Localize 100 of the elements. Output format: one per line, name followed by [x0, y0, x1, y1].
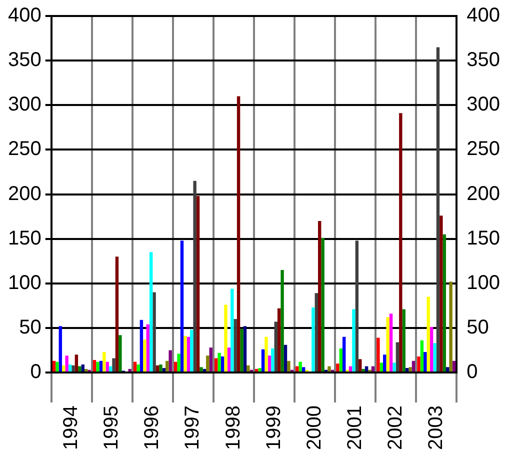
bar	[426, 296, 430, 372]
bar	[321, 238, 324, 372]
bar	[399, 113, 402, 372]
bar	[342, 336, 346, 372]
bar	[206, 356, 210, 372]
bar	[277, 308, 281, 372]
y-tick-label: 100	[8, 272, 42, 294]
bar	[312, 307, 315, 372]
bar	[62, 365, 66, 372]
y-tick-label: 0	[30, 361, 42, 384]
bar	[168, 350, 172, 372]
bar	[196, 196, 200, 372]
bar	[420, 340, 424, 372]
x-tick-label: 2000	[303, 406, 326, 450]
bar	[52, 360, 56, 372]
bar	[202, 368, 206, 372]
bar	[56, 362, 59, 372]
bar	[430, 327, 434, 372]
bar	[389, 314, 393, 372]
bar	[352, 309, 356, 372]
bar	[302, 367, 306, 372]
bar	[180, 240, 184, 372]
x-tick-label: 2002	[384, 406, 406, 450]
bar	[436, 47, 440, 372]
bar	[112, 358, 116, 372]
x-tick-label: 1994	[60, 406, 82, 450]
bar	[412, 360, 416, 372]
bar	[371, 366, 375, 372]
x-tick-label: 1996	[141, 406, 164, 450]
y-tick-label: 300	[8, 94, 42, 116]
bar	[156, 365, 160, 372]
bar	[118, 335, 122, 372]
bar	[166, 360, 169, 372]
y-tick-label: 150	[8, 227, 42, 250]
bar	[318, 220, 322, 372]
bar	[152, 292, 156, 372]
bar	[177, 354, 180, 372]
bar	[78, 366, 82, 372]
bar	[405, 368, 409, 372]
bar	[339, 348, 342, 372]
bar	[99, 360, 103, 372]
bar	[234, 319, 237, 372]
bar	[128, 368, 132, 372]
bar	[106, 362, 109, 372]
bar	[271, 348, 274, 372]
bar	[108, 366, 112, 372]
bar	[230, 288, 234, 372]
bar	[68, 364, 72, 372]
y-tick-label: 200	[8, 182, 42, 205]
x-tick-label: 1995	[100, 406, 123, 450]
y2-tick-label: 300	[466, 94, 500, 116]
bar	[146, 324, 150, 372]
y-tick-label: 50	[19, 316, 42, 338]
bar	[184, 336, 187, 372]
bar	[417, 356, 420, 372]
bar	[214, 358, 218, 372]
bar	[402, 309, 406, 372]
y2-tick-label: 150	[466, 227, 500, 250]
bar	[280, 270, 284, 372]
bar	[115, 256, 119, 372]
bar	[190, 330, 194, 372]
bar	[358, 359, 362, 372]
bar	[392, 362, 396, 372]
bar	[424, 352, 427, 372]
bar	[162, 368, 166, 372]
bar	[355, 240, 359, 372]
bar	[268, 356, 272, 372]
y2-tick-label: 400	[466, 4, 500, 27]
bar	[72, 365, 75, 372]
bar	[284, 344, 288, 372]
bar	[243, 326, 247, 372]
bar	[236, 96, 240, 372]
bar	[159, 364, 162, 372]
bar	[255, 368, 258, 372]
bar	[96, 362, 100, 372]
bar	[362, 368, 365, 372]
bar	[136, 364, 140, 372]
bar	[227, 348, 231, 372]
bar	[298, 362, 302, 372]
x-tick-label: 1997	[182, 406, 204, 450]
y2-tick-label: 250	[466, 138, 500, 160]
bar	[314, 293, 318, 372]
bar	[58, 326, 62, 372]
bar	[174, 362, 178, 372]
bar	[442, 234, 446, 372]
bar	[209, 348, 212, 372]
y2-tick-label: 100	[466, 272, 500, 294]
bar	[74, 354, 78, 372]
bar	[81, 364, 84, 372]
bar	[336, 364, 340, 372]
bar	[446, 367, 450, 372]
bar	[186, 336, 190, 372]
y2-tick-label: 50	[466, 316, 489, 338]
y2-tick-label: 200	[466, 182, 500, 205]
bar	[102, 352, 106, 372]
y-tick-label: 250	[8, 138, 42, 160]
bar	[440, 216, 443, 372]
bar	[193, 180, 196, 372]
bar	[140, 320, 144, 372]
y2-tick-label: 0	[466, 361, 478, 384]
